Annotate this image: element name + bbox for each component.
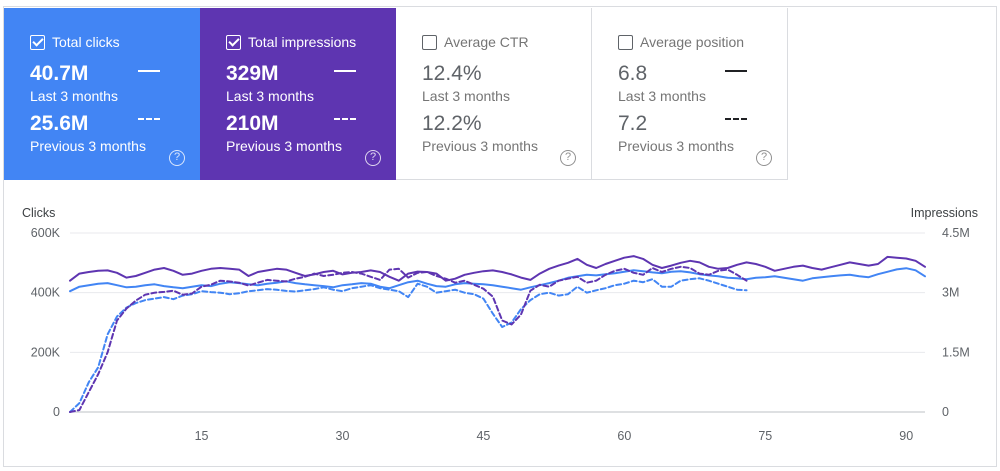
previous-period: Previous 3 months <box>226 138 342 154</box>
current-period: Last 3 months <box>30 88 118 104</box>
previous-period: Previous 3 months <box>30 138 146 154</box>
card-average-position[interactable]: Average position 6.8 Last 3 months 7.2 P… <box>592 8 788 180</box>
help-icon[interactable]: ? <box>169 150 185 166</box>
checkbox-checked-icon[interactable] <box>30 34 45 50</box>
solid-line-legend-icon <box>138 70 160 72</box>
previous-period: Previous 3 months <box>422 138 538 154</box>
card-header[interactable]: Total clicks <box>30 34 120 50</box>
checkbox-unchecked-icon[interactable] <box>618 34 633 50</box>
card-header[interactable]: Total impressions <box>226 34 356 50</box>
help-icon[interactable]: ? <box>560 150 576 166</box>
checkbox-checked-icon[interactable] <box>226 34 241 50</box>
card-label: Total impressions <box>248 34 357 50</box>
previous-value: 12.2% <box>422 112 482 135</box>
current-period: Last 3 months <box>226 88 314 104</box>
card-total-impressions[interactable]: Total impressions 329M Last 3 months 210… <box>200 8 396 180</box>
card-header[interactable]: Average position <box>618 34 744 50</box>
dashed-line-legend-icon <box>334 118 356 120</box>
card-average-ctr[interactable]: Average CTR 12.4% Last 3 months 12.2% Pr… <box>396 8 592 180</box>
solid-line-legend-icon <box>725 70 747 72</box>
previous-value: 210M <box>226 112 279 135</box>
current-period: Last 3 months <box>618 88 706 104</box>
card-label: Average CTR <box>444 34 529 50</box>
solid-line-legend-icon <box>334 70 356 72</box>
previous-period: Previous 3 months <box>618 138 734 154</box>
current-value: 6.8 <box>618 62 648 85</box>
card-header[interactable]: Average CTR <box>422 34 529 50</box>
card-label: Average position <box>640 34 745 50</box>
previous-value: 7.2 <box>618 112 648 135</box>
dashed-line-legend-icon <box>725 118 747 120</box>
dashed-line-legend-icon <box>138 118 160 120</box>
current-value: 40.7M <box>30 62 89 85</box>
checkbox-unchecked-icon[interactable] <box>422 34 437 50</box>
card-total-clicks[interactable]: Total clicks 40.7M Last 3 months 25.6M P… <box>4 8 200 180</box>
current-period: Last 3 months <box>422 88 510 104</box>
metric-cards: Total clicks 40.7M Last 3 months 25.6M P… <box>4 8 788 180</box>
current-value: 12.4% <box>422 62 482 85</box>
card-label: Total clicks <box>52 34 120 50</box>
current-value: 329M <box>226 62 279 85</box>
previous-value: 25.6M <box>30 112 89 135</box>
help-icon[interactable]: ? <box>365 150 381 166</box>
help-icon[interactable]: ? <box>756 150 772 166</box>
